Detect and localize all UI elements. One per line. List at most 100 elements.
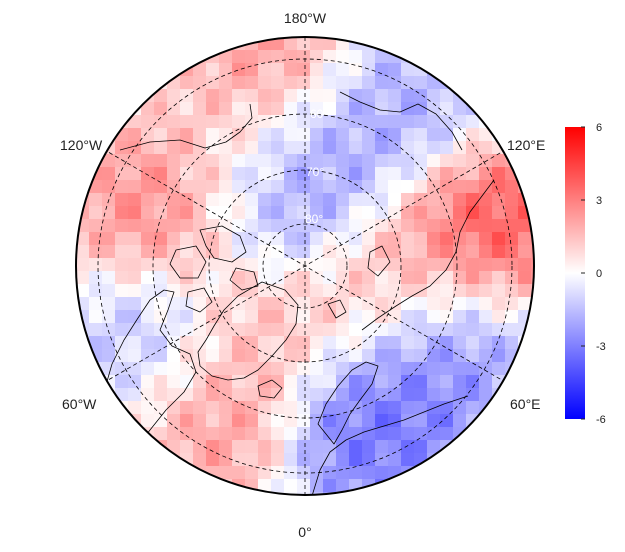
anomaly-cell (440, 271, 454, 285)
anomaly-cell (375, 284, 389, 298)
anomaly-cell (492, 297, 506, 311)
anomaly-cell (505, 193, 519, 207)
anomaly-cell (518, 258, 532, 272)
anomaly-cell (284, 427, 298, 441)
anomaly-cell (323, 349, 337, 363)
anomaly-cell (102, 232, 116, 246)
anomaly-cell (401, 115, 415, 129)
anomaly-cell (206, 245, 220, 259)
anomaly-cell (388, 375, 402, 389)
anomaly-cell (336, 401, 350, 415)
anomaly-cell (401, 388, 415, 402)
anomaly-cell (271, 193, 285, 207)
anomaly-cell (193, 167, 207, 181)
anomaly-cell (336, 245, 350, 259)
anomaly-cell (362, 453, 376, 467)
anomaly-cell (115, 180, 129, 194)
anomaly-cell (206, 375, 220, 389)
anomaly-cell (505, 336, 519, 350)
anomaly-cell (271, 206, 285, 220)
anomaly-cell (323, 271, 337, 285)
colorbar-ticks: 6 3 0 -3 -6 (581, 122, 606, 426)
anomaly-cell (245, 336, 259, 350)
anomaly-cell (258, 466, 272, 480)
anomaly-cell (349, 128, 363, 142)
anomaly-cell (479, 297, 493, 311)
anomaly-cell (362, 89, 376, 103)
anomaly-cell (245, 258, 259, 272)
anomaly-cell (154, 414, 168, 428)
anomaly-cell (102, 271, 116, 285)
anomaly-cell (258, 349, 272, 363)
anomaly-cell (388, 167, 402, 181)
anomaly-cell (245, 440, 259, 454)
anomaly-cell (375, 362, 389, 376)
novaya-zemlya-coastline (367, 245, 391, 277)
anomaly-cell (349, 336, 363, 350)
anomaly-cell (206, 271, 220, 285)
anomaly-cell (323, 362, 337, 376)
anomaly-cell (193, 388, 207, 402)
anomaly-cell (388, 180, 402, 194)
anomaly-cell (518, 167, 532, 181)
anomaly-cell (336, 102, 350, 116)
anomaly-cell (440, 180, 454, 194)
anomaly-cell (336, 427, 350, 441)
anomaly-cell (141, 128, 155, 142)
anomaly-cell (206, 128, 220, 142)
anomaly-cell (245, 297, 259, 311)
anomaly-cell (310, 63, 324, 77)
anomaly-cell (453, 297, 467, 311)
anomaly-cell (375, 89, 389, 103)
anomaly-cell (128, 180, 142, 194)
anomaly-cell (375, 453, 389, 467)
anomaly-cell (466, 401, 480, 415)
anomaly-cell (479, 245, 493, 259)
anomaly-cell (466, 323, 480, 337)
anomaly-cell (349, 167, 363, 181)
anomaly-cell (206, 297, 220, 311)
anomaly-cell (232, 219, 246, 233)
anomaly-cell (232, 401, 246, 415)
anomaly-cell (284, 258, 298, 272)
anomaly-cell (102, 154, 116, 168)
anomaly-cell (206, 180, 220, 194)
anomaly-cell (141, 414, 155, 428)
anomaly-cell (115, 284, 129, 298)
anomaly-cell (414, 141, 428, 155)
anomaly-cell (167, 167, 181, 181)
anomaly-cell (375, 258, 389, 272)
anomaly-cell (232, 388, 246, 402)
anomaly-cell (271, 323, 285, 337)
anomaly-cell (271, 440, 285, 454)
anomaly-cell (284, 271, 298, 285)
anomaly-cell (102, 362, 116, 376)
anomaly-cell (388, 479, 402, 493)
anomaly-cell (310, 492, 324, 495)
anomaly-cell (492, 284, 506, 298)
anomaly-cell (310, 50, 324, 64)
anomaly-cell (401, 154, 415, 168)
anomaly-cell (219, 362, 233, 376)
anomaly-cell (388, 206, 402, 220)
anomaly-cell (349, 349, 363, 363)
anomaly-cell (310, 206, 324, 220)
anomaly-cell (336, 232, 350, 246)
anomaly-cell (154, 154, 168, 168)
anomaly-cell (362, 375, 376, 389)
anomaly-cell (154, 297, 168, 311)
anomaly-cell (505, 323, 519, 337)
anomaly-cell (284, 76, 298, 90)
anomaly-cell (180, 232, 194, 246)
anomaly-cell (518, 271, 532, 285)
anomaly-cell (141, 193, 155, 207)
anomaly-cell (440, 310, 454, 324)
anomaly-cell (232, 453, 246, 467)
anomaly-cell (401, 63, 415, 77)
anomaly-cell (219, 271, 233, 285)
anomaly-cell (362, 466, 376, 480)
anomaly-cell (479, 128, 493, 142)
anomaly-cell (258, 401, 272, 415)
anomaly-cell (245, 63, 259, 77)
anomaly-cell (518, 297, 532, 311)
